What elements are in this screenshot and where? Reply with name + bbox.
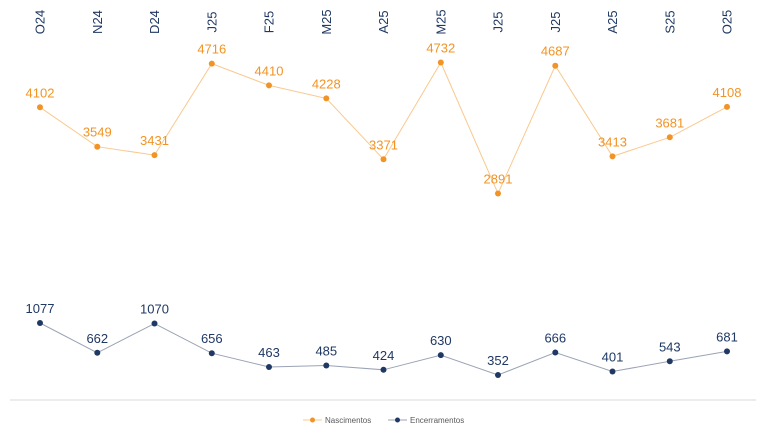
data-label-encerramentos: 424	[373, 348, 395, 363]
data-label-nascimentos: 4687	[541, 44, 570, 59]
data-point-nascimentos	[495, 190, 501, 197]
legend-item-encerramentos: Encerramentos	[388, 416, 464, 425]
data-point-nascimentos	[37, 104, 43, 111]
data-label-nascimentos: 3431	[140, 133, 169, 148]
data-point-nascimentos	[323, 95, 330, 102]
x-tick-label: A25	[376, 10, 391, 33]
data-label-nascimentos: 3681	[655, 115, 684, 130]
data-label-nascimentos: 3549	[83, 125, 112, 140]
data-point-nascimentos	[437, 59, 444, 66]
data-label-nascimentos: 3413	[598, 134, 627, 149]
data-point-nascimentos	[380, 156, 387, 163]
data-label-encerramentos: 656	[201, 331, 223, 346]
data-label-encerramentos: 401	[602, 350, 624, 365]
legend: Nascimentos Encerramentos	[303, 416, 464, 425]
data-point-encerramentos	[323, 362, 330, 369]
data-label-encerramentos: 630	[430, 333, 452, 348]
data-point-nascimentos	[552, 62, 559, 69]
data-label-encerramentos: 485	[315, 344, 337, 359]
x-tick-label: O25	[720, 10, 735, 35]
data-point-encerramentos	[208, 350, 215, 357]
series-line-nascimentos	[39, 61, 728, 195]
data-label-nascimentos: 3371	[369, 137, 398, 152]
data-label-encerramentos: 666	[544, 331, 566, 346]
data-label-nascimentos: 4102	[26, 85, 55, 100]
x-tick-label: A25	[605, 10, 620, 33]
data-label-nascimentos: 2891	[484, 172, 513, 187]
data-point-encerramentos	[266, 364, 272, 370]
data-point-nascimentos	[151, 152, 158, 159]
data-label-encerramentos: 352	[487, 353, 509, 368]
x-tick-label: J25	[491, 12, 506, 33]
data-point-encerramentos	[724, 348, 730, 355]
data-label-encerramentos: 1070	[140, 302, 169, 317]
data-point-encerramentos	[37, 320, 43, 326]
data-point-nascimentos	[666, 134, 673, 141]
data-label-encerramentos: 662	[86, 331, 108, 346]
data-label-nascimentos: 4732	[426, 41, 455, 56]
legend-item-nascimentos: Nascimentos	[303, 416, 371, 425]
data-point-encerramentos	[666, 358, 673, 365]
legend-marker-nascimentos	[310, 417, 315, 423]
data-point-encerramentos	[437, 352, 444, 359]
series-encerramentos: 1077 662 1070 656 463 485 424 630 352 666 401 543 68…	[26, 301, 738, 378]
data-point-nascimentos	[724, 103, 730, 110]
data-point-encerramentos	[94, 349, 101, 356]
x-tick-label: M25	[319, 9, 334, 34]
data-label-encerramentos: 463	[258, 345, 280, 360]
series-nascimentos: 4102 3549 3431 4716 4410 4228 3371 4732 2891 4687…	[26, 41, 742, 197]
x-tick-label: O24	[33, 10, 48, 35]
data-point-encerramentos	[380, 366, 387, 373]
data-point-nascimentos	[609, 153, 616, 160]
x-axis-ticks: O24 N24 D24 J25 F25 M25 A25 M25 J25 J25 A25 S25 O25	[33, 9, 735, 34]
x-tick-label: D24	[147, 10, 162, 34]
data-label-encerramentos: 543	[659, 339, 681, 354]
data-label-nascimentos: 4108	[713, 85, 742, 100]
x-tick-label: M25	[433, 9, 448, 34]
data-point-nascimentos	[266, 82, 272, 89]
data-point-encerramentos	[609, 368, 616, 375]
data-point-nascimentos	[208, 60, 215, 67]
x-tick-label: J25	[548, 12, 563, 33]
data-label-nascimentos: 4228	[312, 76, 341, 91]
x-tick-label: N24	[90, 10, 105, 34]
x-tick-label: F25	[262, 11, 277, 33]
x-tick-label: S25	[662, 10, 677, 33]
data-point-encerramentos	[552, 349, 559, 356]
data-point-encerramentos	[495, 372, 501, 378]
data-label-nascimentos: 4716	[197, 42, 226, 57]
legend-label-encerramentos: Encerramentos	[410, 416, 464, 425]
legend-marker-encerramentos	[395, 417, 400, 423]
legend-label-nascimentos: Nascimentos	[325, 416, 371, 425]
data-point-encerramentos	[151, 320, 158, 327]
data-label-encerramentos: 681	[716, 329, 738, 344]
x-tick-label: J25	[204, 12, 219, 33]
data-label-encerramentos: 1077	[26, 301, 55, 316]
data-label-nascimentos: 4410	[255, 63, 284, 78]
data-point-nascimentos	[94, 143, 101, 150]
